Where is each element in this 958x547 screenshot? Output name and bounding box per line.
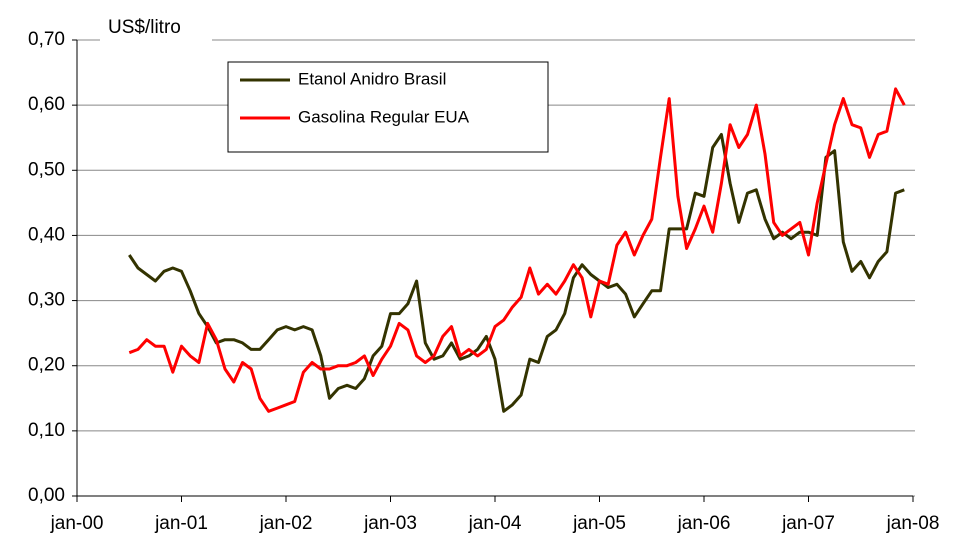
y-tick-label: 0,30 (28, 290, 65, 311)
y-tick-label: 0,70 (28, 29, 65, 50)
y-tick-label: 0,10 (28, 420, 65, 441)
legend-label: Gasolina Regular EUA (298, 107, 470, 126)
x-tick-label: jan-00 (50, 513, 104, 534)
series-line (128, 87, 906, 413)
y-axis-label: US$/litro (108, 17, 181, 38)
y-tick-label: 0,20 (28, 355, 65, 376)
legend-label: Etanol Anidro Brasil (298, 69, 446, 88)
y-tick-label: 0,40 (28, 224, 65, 245)
x-tick-label: jan-05 (572, 513, 626, 534)
x-tick-label: jan-03 (363, 513, 417, 534)
series-line (128, 133, 905, 413)
y-tick-label: 0,50 (28, 159, 65, 180)
x-tick-label: jan-02 (259, 513, 313, 534)
x-tick-label: jan-06 (677, 513, 731, 534)
x-tick-label: jan-01 (154, 513, 208, 534)
y-label-bg (100, 14, 212, 42)
y-tick-label: 0,00 (28, 485, 65, 506)
x-tick-label: jan-04 (468, 513, 522, 534)
x-tick-label: jan-08 (886, 513, 940, 534)
y-tick-label: 0,60 (28, 94, 65, 115)
x-tick-label: jan-07 (781, 513, 835, 534)
legend-box (227, 61, 549, 153)
